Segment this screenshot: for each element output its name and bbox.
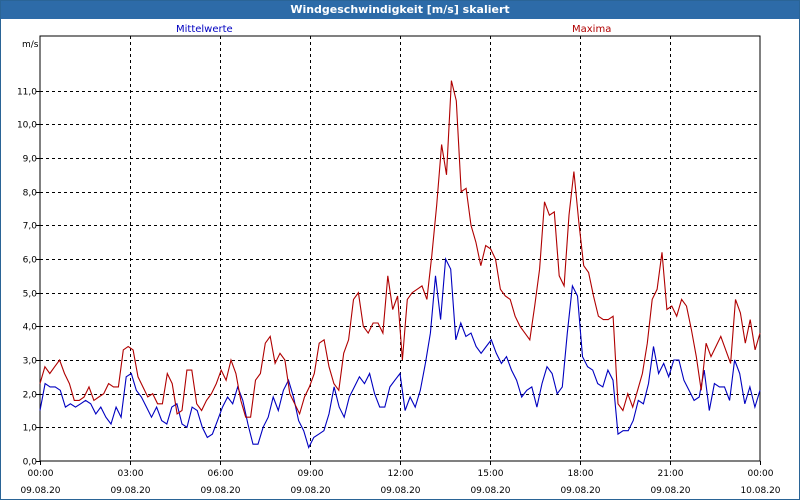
y-tick-label: 9,0 bbox=[23, 155, 38, 165]
x-tick-time-label: 21:00 bbox=[658, 469, 684, 479]
x-tick-time-label: 15:00 bbox=[478, 469, 504, 479]
y-tick-label: 5,0 bbox=[23, 290, 38, 300]
y-tick-label: 4,0 bbox=[23, 323, 38, 333]
series-line-mittelwerte bbox=[39, 257, 761, 449]
y-tick-label: 11,0 bbox=[17, 88, 37, 98]
x-tick-date-label: 09.08.20 bbox=[470, 486, 510, 496]
y-tick-label: 10,0 bbox=[17, 121, 37, 131]
y-tick-label: 3,0 bbox=[23, 357, 38, 367]
y-tick-label: 2,0 bbox=[23, 391, 38, 401]
x-tick-date-label: 09.08.20 bbox=[20, 486, 60, 496]
y-axis-unit-label: m/s bbox=[22, 40, 39, 50]
x-tick-date-label: 09.08.20 bbox=[650, 486, 690, 496]
y-tick-label: 6,0 bbox=[23, 256, 38, 266]
legend-mittelwerte: Mittelwerte bbox=[176, 24, 233, 35]
legend-maxima: Maxima bbox=[572, 24, 612, 35]
x-tick-time-label: 06:00 bbox=[208, 469, 234, 479]
x-tick-time-label: 18:00 bbox=[568, 469, 594, 479]
x-tick-date-label: 09.08.20 bbox=[200, 486, 240, 496]
x-tick-date-label: 09.08.20 bbox=[560, 486, 600, 496]
x-tick-date-label: 09.08.20 bbox=[380, 486, 420, 496]
series-line-maxima bbox=[39, 80, 761, 418]
x-tick-time-label: 03:00 bbox=[118, 469, 144, 479]
x-tick-time-label: 12:00 bbox=[388, 469, 414, 479]
x-tick-time-label: 00:00 bbox=[748, 469, 774, 479]
x-tick-time-label: 09:00 bbox=[298, 469, 324, 479]
y-tick-label: 7,0 bbox=[23, 222, 38, 232]
x-tick-date-label: 09.08.20 bbox=[290, 486, 330, 496]
x-tick-time-label: 00:00 bbox=[28, 469, 54, 479]
y-tick-label: 8,0 bbox=[23, 189, 38, 199]
x-tick-date-label: 10.08.20 bbox=[740, 486, 780, 496]
y-tick-label: 1,0 bbox=[23, 424, 38, 434]
window-title: Windgeschwindigkeit [m/s] skaliert bbox=[1, 1, 799, 19]
y-tick-label: 0,0 bbox=[23, 458, 38, 468]
x-tick-date-label: 09.08.20 bbox=[110, 486, 150, 496]
